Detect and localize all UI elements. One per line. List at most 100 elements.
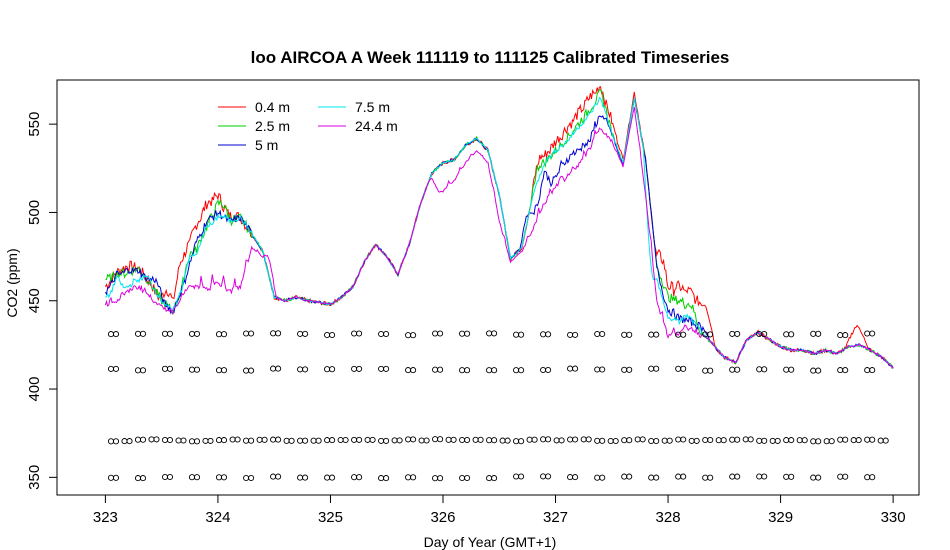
scatter-point	[243, 437, 250, 444]
series-line-5-m	[104, 97, 894, 368]
scatter-point	[107, 365, 115, 372]
scatter-point	[437, 436, 444, 443]
scatter-point	[486, 437, 493, 444]
scatter-point	[491, 475, 498, 482]
scatter-point	[882, 437, 889, 444]
scatter-point	[134, 367, 142, 374]
scatter-point	[329, 331, 336, 339]
scatter-point	[545, 473, 552, 480]
scatter-point	[112, 474, 120, 481]
scatter-point	[715, 437, 722, 444]
scatter-point	[815, 367, 822, 374]
scatter-point	[161, 365, 169, 372]
x-tick-label: 328	[656, 509, 681, 526]
scatter-point	[788, 331, 795, 338]
scatter-point	[256, 436, 263, 443]
chart-title: loo AIRCOA A Week 111119 to 111125 Calib…	[251, 48, 730, 67]
scatter-point	[464, 330, 471, 337]
scatter-point	[459, 330, 466, 337]
scatter-point	[540, 473, 547, 480]
scatter-point	[410, 332, 417, 339]
scatter-point	[188, 330, 196, 337]
scatter-point	[675, 473, 682, 480]
scatter-point	[193, 330, 201, 337]
scatter-point	[707, 331, 714, 338]
scatter-point	[702, 474, 709, 481]
scatter-point	[418, 437, 425, 444]
scatter-point	[351, 436, 358, 443]
scatter-point	[139, 475, 147, 482]
scatter-point	[248, 437, 255, 444]
scatter-point	[594, 474, 601, 481]
scatter-point	[828, 438, 835, 445]
scatter-point	[842, 332, 849, 339]
scatter-point	[464, 367, 471, 374]
scatter-point	[437, 366, 444, 373]
scatter-point	[351, 474, 358, 481]
scatter-point	[134, 436, 142, 443]
scatter-point	[842, 367, 849, 374]
x-tick-label: 325	[318, 509, 343, 526]
scatter-point	[531, 436, 538, 443]
scatter-point	[459, 436, 466, 444]
scatter-point	[540, 436, 547, 443]
scatter-point	[666, 437, 673, 444]
scatter-point	[707, 436, 714, 444]
scatter-point	[594, 366, 601, 373]
scatter-point	[729, 436, 736, 443]
x-tick-label: 323	[93, 509, 118, 526]
scatter-point	[166, 330, 174, 337]
scatter-point	[243, 330, 250, 337]
scatter-point	[810, 367, 817, 374]
scatter-point	[612, 437, 619, 445]
scatter-point	[734, 330, 741, 337]
scatter-point	[518, 331, 525, 338]
scatter-point	[432, 436, 439, 443]
scatter-point	[869, 330, 876, 337]
scatter-point	[166, 473, 174, 481]
scatter-point	[193, 366, 201, 373]
scatter-point	[653, 365, 660, 372]
y-tick-label: 350	[26, 465, 43, 490]
x-axis-label: Day of Year (GMT+1)	[424, 534, 557, 550]
scatter-point	[648, 474, 655, 481]
scatter-point	[747, 436, 754, 443]
scatter-point	[423, 437, 430, 444]
scatter-point	[215, 331, 223, 338]
scatter-point	[621, 437, 628, 444]
scatter-point	[796, 437, 803, 444]
scatter-point	[112, 438, 120, 445]
scatter-point	[302, 437, 309, 444]
scatter-point	[383, 365, 390, 372]
scatter-point	[837, 436, 844, 443]
scatter-point	[621, 473, 628, 480]
scatter-point	[504, 437, 511, 444]
scatter-point	[437, 475, 444, 482]
scatter-point	[310, 437, 317, 444]
scatter-point	[761, 366, 768, 373]
scatter-point	[378, 475, 385, 482]
y-tick-label: 550	[26, 112, 43, 137]
scatter-point	[545, 366, 552, 374]
scatter-point	[166, 365, 174, 372]
scatter-point	[680, 365, 687, 372]
series-line-2-5-m	[105, 89, 894, 370]
y-axis: 350 400 450 500 550	[26, 112, 58, 490]
plot-area	[104, 86, 894, 482]
scatter-point	[315, 437, 322, 444]
series-line-7-5-m	[105, 96, 894, 369]
x-tick-label: 329	[768, 509, 793, 526]
scatter-point	[653, 474, 660, 481]
scatter-point	[661, 437, 668, 444]
scatter-point	[815, 438, 822, 445]
scatter-point	[270, 436, 277, 443]
scatter-point	[324, 437, 331, 444]
scatter-point	[324, 366, 331, 373]
scatter-point	[351, 365, 358, 372]
scatter-point	[188, 366, 196, 373]
scatter-point	[432, 366, 439, 373]
scatter-point	[383, 475, 390, 482]
scatter-point	[391, 437, 398, 444]
scatter-point	[337, 436, 344, 444]
